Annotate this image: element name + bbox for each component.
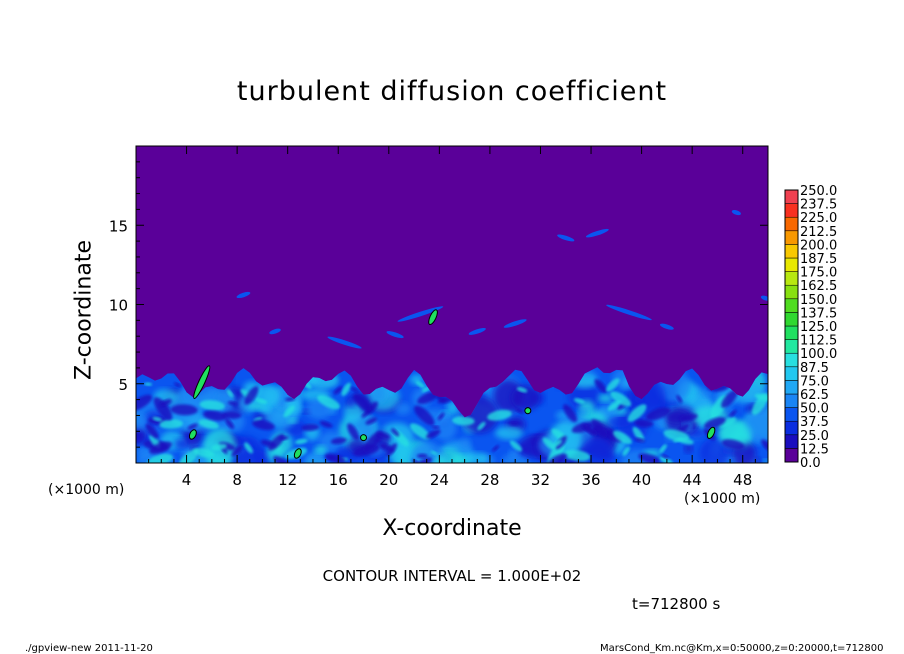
- colorbar-label: 175.0: [800, 266, 837, 281]
- filament: [585, 228, 609, 238]
- colorbar-swatch: [784, 366, 799, 381]
- x-axis-label-text: X-coordinate: [382, 516, 522, 541]
- colorbar-label: 237.5: [800, 198, 837, 213]
- contour-island: [428, 309, 438, 326]
- time-label: t=712800 s: [632, 595, 721, 613]
- colorbar-swatch: [784, 380, 799, 395]
- filament: [606, 304, 652, 321]
- filament: [468, 327, 486, 335]
- colorbar-swatch: [784, 244, 799, 259]
- filament: [557, 234, 575, 242]
- colorbar-swatch: [784, 203, 799, 218]
- x-tick-label: 12: [278, 471, 297, 489]
- x-tick-label: 8: [232, 471, 242, 489]
- colorbar-label: 0.0: [800, 456, 821, 471]
- colorbar-label: 162.5: [800, 279, 837, 294]
- contour-island: [524, 407, 532, 415]
- colorbar-label: 87.5: [800, 361, 829, 376]
- colorbar-label: 112.5: [800, 334, 837, 349]
- x-tick-label: 44: [683, 471, 702, 489]
- colorbar-swatch: [784, 298, 799, 313]
- colorbar-label: 250.0: [800, 184, 837, 199]
- y-tick-label: 5: [118, 376, 128, 394]
- colorbar-label: 75.0: [800, 374, 829, 389]
- colorbar-swatch: [784, 339, 799, 354]
- x-tick-label: 4: [182, 471, 192, 489]
- filament: [236, 291, 251, 299]
- x-tick-label: 28: [480, 471, 499, 489]
- x-tick-label: 20: [379, 471, 398, 489]
- colorbar-label: 137.5: [800, 306, 837, 321]
- filament: [327, 336, 362, 349]
- y-tick-label: 15: [109, 217, 128, 235]
- colorbar-swatch: [784, 216, 799, 232]
- colorbar-swatch: [784, 448, 799, 463]
- colorbar-label: 225.0: [800, 211, 837, 226]
- contour-island: [188, 429, 197, 440]
- footer-right-note: MarsCond_Km.nc@Km,x=0:50000,z=0:20000,t=…: [600, 643, 884, 654]
- x-tick-label: 36: [581, 471, 600, 489]
- colorbar-swatch: [784, 189, 799, 204]
- plot-area: [136, 146, 768, 463]
- x-tick-label: 32: [531, 471, 550, 489]
- colorbar-label: 100.0: [800, 347, 837, 362]
- colorbar: 0.012.525.037.550.062.575.087.5100.0112.…: [784, 184, 837, 471]
- colorbar-swatch: [784, 407, 799, 422]
- contour-island: [360, 434, 368, 442]
- colorbar-swatch: [784, 434, 799, 449]
- chart-title: turbulent diffusion coefficient: [236, 76, 668, 107]
- colorbar-swatch: [784, 271, 799, 286]
- colorbar-label: 62.5: [800, 388, 829, 403]
- colorbar-swatch: [784, 312, 799, 327]
- colorbar-label: 187.5: [800, 252, 837, 267]
- filament: [386, 331, 404, 339]
- contour-interval: CONTOUR INTERVAL = 1.000E+02: [322, 567, 582, 585]
- contour-island: [193, 365, 211, 400]
- y-tick-label: 10: [109, 297, 128, 315]
- filament: [397, 306, 444, 322]
- colorbar-swatch: [784, 230, 799, 245]
- x-axis-label: X-coordinate: [0, 516, 904, 541]
- colorbar-label: 125.0: [800, 320, 837, 335]
- filament: [269, 328, 281, 335]
- colorbar-swatch: [784, 325, 799, 340]
- footer-left-note: ./gpview-new 2011-11-20: [25, 643, 153, 654]
- x-tick-label: 24: [430, 471, 449, 489]
- colorbar-swatch: [784, 352, 799, 368]
- x-tick-label: 48: [733, 471, 752, 489]
- filament: [503, 319, 527, 328]
- x-axis-unit-right: (×1000 m): [684, 491, 761, 507]
- x-axis-unit-left: (×1000 m): [48, 482, 125, 498]
- contour-island: [706, 426, 716, 439]
- colorbar-frame: [784, 189, 799, 463]
- colorbar-label: 200.0: [800, 238, 837, 253]
- colorbar-label: 50.0: [800, 402, 829, 417]
- contour-island: [293, 448, 302, 459]
- colorbar-label: 37.5: [800, 415, 829, 430]
- colorbar-swatch: [784, 284, 799, 300]
- colorbar-label: 25.0: [800, 429, 829, 444]
- colorbar-label: 212.5: [800, 225, 837, 240]
- filament: [731, 210, 742, 216]
- colorbar-swatch: [784, 257, 799, 272]
- colorbar-swatch: [784, 420, 799, 436]
- x-tick-label: 16: [329, 471, 348, 489]
- filament: [659, 323, 674, 330]
- x-tick-label: 40: [632, 471, 651, 489]
- colorbar-swatch: [784, 393, 799, 408]
- colorbar-label: 150.0: [800, 293, 837, 308]
- colorbar-label: 12.5: [800, 442, 829, 457]
